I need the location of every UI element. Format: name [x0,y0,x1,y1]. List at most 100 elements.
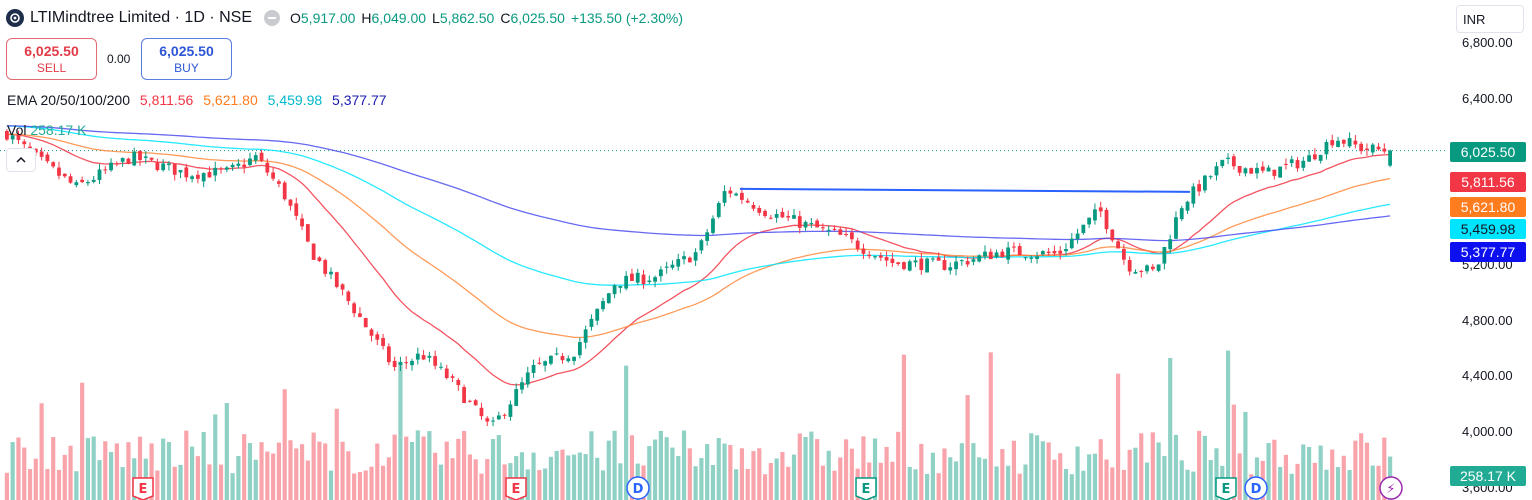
sell-button[interactable]: 6,025.50 SELL [6,38,97,80]
candle-body [931,258,935,260]
candle-body [774,214,779,218]
candle-body [583,329,588,343]
candle-body [51,162,56,167]
candle-body [375,334,380,340]
volume-bar [317,441,322,500]
candle-body [768,217,773,219]
volume-bar [33,458,38,500]
price-label: 258.17 K [1450,466,1526,486]
volume-bar [1006,465,1011,500]
volume-bar [346,451,351,500]
candle-body [1150,266,1155,270]
dividend-event-icon: D [1244,476,1268,500]
candle-body [311,243,316,260]
volume-bar [357,471,363,500]
candle-body [641,274,646,285]
volume-bar [953,461,959,500]
volume-bar [166,442,172,500]
candle-body [1168,239,1173,250]
candle-body [1075,233,1080,240]
candle-body [849,232,854,240]
volume-bar [1214,448,1219,500]
buy-price: 6,025.50 [159,43,214,59]
candle-body [1029,257,1034,259]
event-letter: E [862,482,871,497]
candle-body [1318,154,1323,161]
candle-body [786,216,791,218]
symbol-title[interactable]: LTIMindtree Limited · 1D · NSE [30,9,252,26]
axis-tick-label: 6,400.00 [1462,90,1513,106]
candle-body [653,277,657,282]
volume-bar [554,450,559,500]
price-change: +135.50 (+2.30%) [570,10,684,26]
candle-body [167,163,171,165]
candle-body [543,361,548,366]
candle-body [549,355,553,364]
volume-bar [56,469,62,500]
market-status-icon[interactable] [264,10,280,26]
candle-body [1243,168,1248,174]
volume-bar [438,464,444,500]
ema-legend[interactable]: EMA 20/50/100/200 5,811.56 5,621.80 5,45… [7,92,393,108]
currency-selector[interactable]: INR [1456,5,1524,33]
candle-body [224,167,229,170]
volume-bar [537,470,542,500]
event-letter: E [1222,482,1231,497]
volume-bar [820,465,826,500]
candle-body [1098,207,1103,212]
volume-bar [1075,446,1080,500]
volume-bar [22,447,27,500]
volume-bar [1058,453,1063,500]
candle-body [826,229,831,231]
collapse-legend-button[interactable] [6,148,36,172]
candle-body [1046,251,1051,254]
volume-bar [1173,434,1179,500]
candle-body [381,338,385,346]
candle-body [126,158,131,164]
candle-body [1081,224,1086,233]
candle-body [792,215,796,219]
event-badge [132,477,154,500]
volume-bar [1202,435,1207,500]
candle-body [259,152,264,161]
candle-body [219,168,223,170]
candle-body [763,210,767,217]
candle-body [230,164,235,168]
volume-bar [1069,474,1074,500]
volume-bar [1359,433,1364,500]
candle-body [751,204,756,209]
candle-body [392,360,397,368]
volume-bar [415,430,420,500]
candle-body [959,260,964,262]
candle-body [462,387,466,404]
candle-body [450,376,455,378]
candle-body [711,218,715,233]
candle-body [803,221,808,228]
volume-bar [1197,430,1202,500]
ema-title: EMA 20/50/100/200 [7,92,130,108]
buy-button[interactable]: 6,025.50 BUY [141,38,232,80]
volume-bar [328,470,334,500]
volume-bar [629,435,635,500]
candle-body [369,329,374,336]
volume-bar [207,464,212,500]
volume-bar [305,460,310,500]
candle-body [271,172,276,179]
volume-bar [485,459,490,500]
volume-bar [566,455,571,500]
event-letter: E [139,482,148,497]
volume-bar [1312,462,1317,500]
candle-body [884,256,889,261]
ema-lines [6,125,1391,386]
volume-bar [4,472,9,500]
volume-bar [45,469,50,500]
volume-bar [288,440,293,500]
candle-body [1324,141,1329,155]
volume-legend[interactable]: Vol 258.17 K [7,122,86,138]
candle-body [456,379,461,386]
candle-body [821,227,825,229]
candle-body [10,135,15,140]
volume-bar [762,474,768,500]
volume-bar [479,473,484,500]
